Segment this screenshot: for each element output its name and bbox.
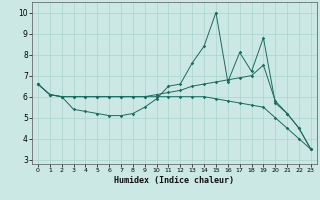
X-axis label: Humidex (Indice chaleur): Humidex (Indice chaleur) (115, 176, 234, 185)
